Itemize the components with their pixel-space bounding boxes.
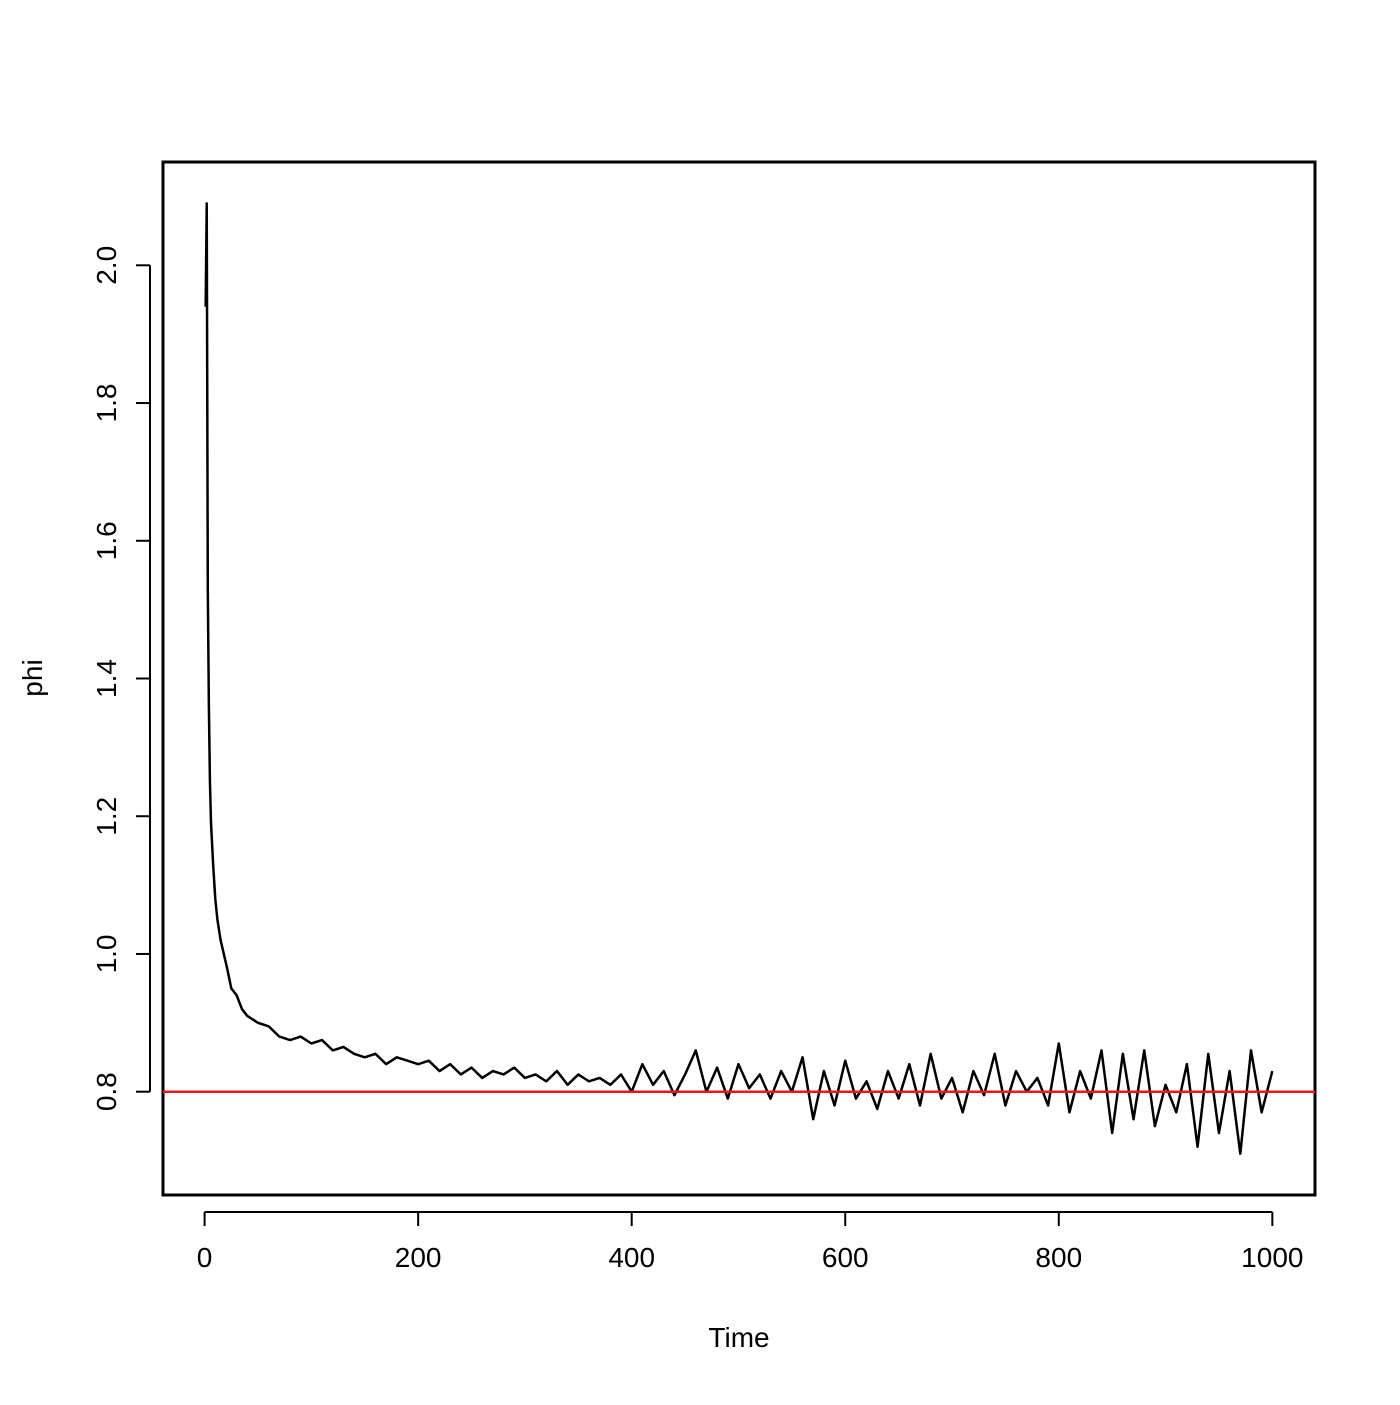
y-tick-label: 1.4: [91, 659, 122, 698]
y-tick-label: 2.0: [91, 246, 122, 285]
y-tick-label: 1.2: [91, 797, 122, 836]
y-axis-label: phi: [17, 659, 48, 696]
y-tick-label: 1.8: [91, 384, 122, 423]
plot-frame: [161, 160, 1317, 1197]
y-tick-label: 1.6: [91, 521, 122, 560]
x-axis-label: Time: [708, 1322, 769, 1353]
y-tick-label: 0.8: [91, 1072, 122, 1111]
x-tick-label: 200: [395, 1242, 442, 1273]
y-tick-label: 1.0: [91, 934, 122, 973]
series-line: [204, 202, 1274, 1155]
x-tick-label: 600: [822, 1242, 869, 1273]
x-tick-label: 800: [1035, 1242, 1082, 1273]
x-tick-label: 400: [608, 1242, 655, 1273]
x-tick-label: 0: [197, 1242, 213, 1273]
x-tick-label: 1000: [1241, 1242, 1303, 1273]
